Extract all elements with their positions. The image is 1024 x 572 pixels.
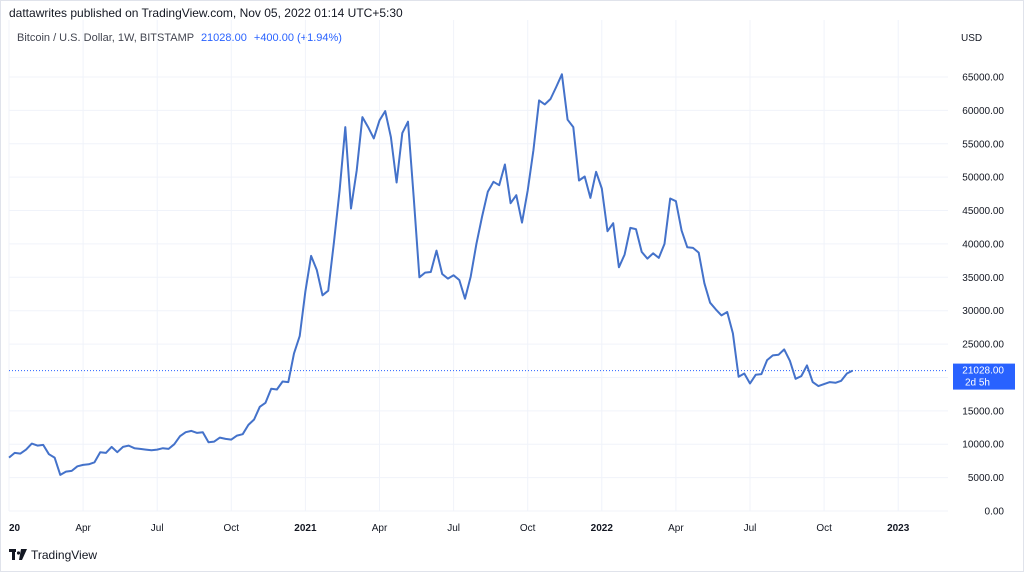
price-change-value: +400.00 (+1.94%) [253, 32, 342, 44]
x-tick-label: Jul [744, 523, 757, 534]
y-axis: 0.005000.0010000.0015000.0020000.0025000… [962, 73, 1004, 518]
tradingview-logo[interactable]: TradingView [9, 548, 97, 562]
x-tick-label: Apr [75, 523, 91, 534]
last-price-badge: 21028.00 2d 5h [953, 363, 1015, 390]
brand-name: TradingView [31, 548, 98, 562]
currency-label: USD [961, 33, 982, 44]
x-tick-label: Apr [372, 523, 388, 534]
x-tick-label: Apr [668, 523, 684, 534]
y-tick-label: 55000.00 [962, 139, 1004, 150]
y-tick-label: 15000.00 [962, 406, 1004, 417]
x-tick-label: 2023 [887, 523, 910, 534]
last-price-badge-box [953, 363, 1015, 390]
x-tick-label: Oct [520, 523, 536, 534]
x-tick-label: Oct [816, 523, 832, 534]
x-tick-label: 2021 [294, 523, 317, 534]
y-tick-label: 45000.00 [962, 206, 1004, 217]
x-tick-label: 2022 [591, 523, 614, 534]
published-line: dattawrites published on TradingView.com… [9, 6, 403, 20]
y-tick-label: 30000.00 [962, 306, 1004, 317]
tradingview-logo-icon [9, 549, 27, 560]
y-tick-label: 10000.00 [962, 440, 1004, 451]
x-tick-label: 20 [9, 523, 21, 534]
x-tick-label: Jul [447, 523, 460, 534]
symbol-label[interactable]: Bitcoin / U.S. Dollar, 1W, BITSTAMP [17, 32, 194, 44]
x-axis: 20 Apr Jul Oct 2021 Apr Jul Oct 2022 Apr Jul Oct 202… [9, 523, 910, 534]
y-tick-label: 35000.00 [962, 273, 1004, 284]
y-tick-label: 0.00 [985, 507, 1005, 518]
x-tick-label: Jul [151, 523, 164, 534]
y-tick-label: 40000.00 [962, 239, 1004, 250]
last-price-badge-value: 21028.00 [962, 366, 1004, 377]
y-tick-label: 25000.00 [962, 340, 1004, 351]
chart-grid [8, 20, 948, 512]
y-tick-label: 5000.00 [968, 473, 1005, 484]
y-tick-label: 50000.00 [962, 173, 1004, 184]
last-price-value: 21028.00 [200, 32, 247, 44]
y-tick-label: 60000.00 [962, 106, 1004, 117]
y-tick-label: 65000.00 [962, 73, 1004, 84]
chart-legend: Bitcoin / U.S. Dollar, 1W, BITSTAMP 2102… [17, 32, 342, 44]
countdown-label: 2d 5h [965, 378, 990, 389]
x-tick-label: Oct [224, 523, 240, 534]
price-series-line [8, 73, 854, 476]
